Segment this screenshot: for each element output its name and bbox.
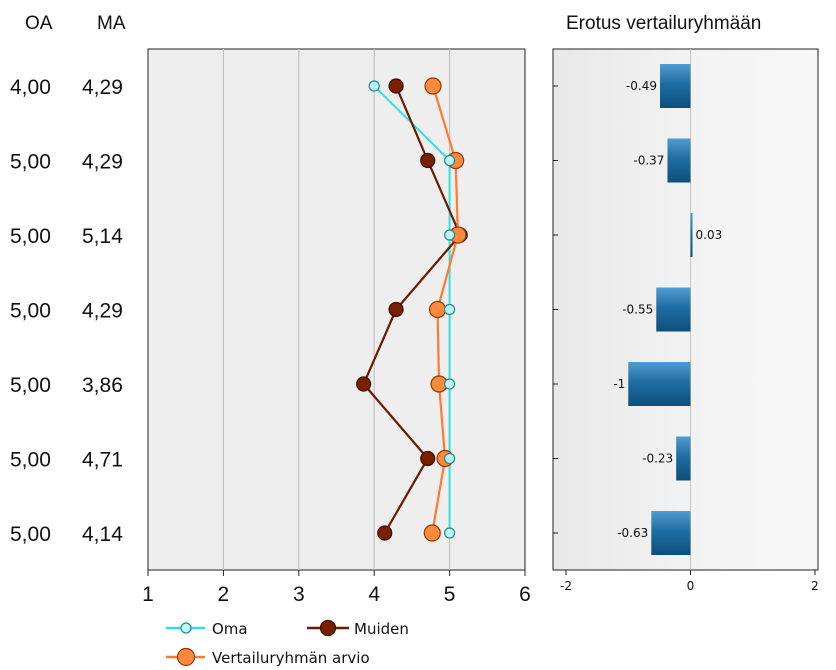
x-tick-label: 2 [218, 583, 230, 606]
point-oma [444, 303, 456, 316]
point-muiden [420, 152, 436, 169]
x-tick-label: 0 [687, 579, 695, 593]
point-muiden [388, 78, 404, 94]
ma-value: 4,14 [82, 523, 123, 546]
legend-label-muiden: Muiden [354, 620, 409, 638]
diff-bar-label: -0.37 [633, 154, 664, 168]
diff-bar [676, 436, 691, 481]
diff-bar-label: -1 [613, 377, 625, 391]
oa-value: 5,00 [10, 300, 51, 323]
ma-value: 4,29 [82, 151, 123, 174]
oa-value: 5,00 [10, 151, 51, 174]
legend-item-muiden: Muiden [307, 619, 409, 638]
diff-bar [667, 138, 691, 183]
oa-value: 4,00 [10, 76, 51, 99]
diff-bar-label: -0.63 [617, 526, 648, 540]
diff-bar-label: -0.55 [622, 303, 653, 317]
x-tick-label: 4 [368, 583, 380, 606]
x-tick-label: -2 [560, 579, 572, 593]
point-vertailu [423, 524, 441, 542]
bar-plot-content: -0.49 -0.37 0.03 -0.55 -1 -0.23 -0.63 -2 0 2 [553, 49, 819, 593]
ma-value: 4,29 [82, 300, 123, 323]
point-oma [368, 80, 380, 92]
point-oma [444, 527, 456, 539]
oa-value: 5,00 [10, 225, 51, 248]
oa-value: 5,00 [10, 523, 51, 546]
ma-value: 4,29 [82, 76, 123, 99]
x-tick-label: 5 [444, 583, 456, 606]
point-muiden [420, 450, 436, 467]
legend-marker-vertailu [176, 647, 196, 667]
ma-value: 3,86 [82, 374, 123, 397]
legend-item-vertailu: Vertailuryhmän arvio [166, 647, 370, 667]
ma-value: 4,71 [82, 449, 123, 472]
legend-label-vertailu: Vertailuryhmän arvio [212, 649, 370, 667]
ma-value: 5,14 [82, 225, 123, 248]
point-muiden [356, 376, 372, 392]
legend-item-oma: Oma [166, 620, 248, 638]
x-tick-label: 1 [142, 583, 154, 606]
legend-marker-muiden [319, 619, 337, 637]
point-oma [444, 452, 456, 465]
diff-bar-label: -0.49 [626, 79, 657, 93]
diff-bar-label: -0.23 [642, 452, 673, 466]
row-value-labels: 4,00 4,29 5,00 4,29 5,00 5,14 5,00 4,29 5,00 3,86… [10, 76, 123, 546]
legend-label-oma: Oma [212, 620, 248, 638]
diff-bar [659, 64, 691, 108]
ma-header: MA [97, 13, 126, 34]
oa-value: 5,00 [10, 449, 51, 472]
point-muiden [388, 301, 404, 318]
line-plot-area [147, 48, 526, 571]
diff-bar [651, 511, 691, 555]
point-oma [444, 378, 456, 390]
diff-bar [628, 362, 691, 406]
oa-value: 5,00 [10, 374, 51, 397]
point-oma [444, 154, 456, 167]
diff-bar [656, 287, 691, 332]
point-vertailu [428, 300, 447, 319]
x-tick-label: 3 [293, 583, 305, 606]
legend: Oma Muiden Vertailuryhmän arvio [166, 619, 409, 667]
point-oma [444, 229, 456, 241]
x-tick-label: 2 [811, 579, 819, 593]
diff-bar [690, 213, 693, 257]
oa-header: OA [25, 13, 53, 34]
x-tick-label: 6 [519, 583, 531, 606]
point-muiden [377, 525, 393, 541]
diff-chart-title: Erotus vertailuryhmään [566, 13, 761, 34]
line-plot-x-axis: 1 2 3 4 5 6 [142, 570, 531, 606]
diff-bar-label: 0.03 [696, 228, 723, 242]
line-series-points [356, 77, 468, 542]
point-vertailu [424, 77, 442, 95]
legend-marker-oma [180, 622, 192, 634]
